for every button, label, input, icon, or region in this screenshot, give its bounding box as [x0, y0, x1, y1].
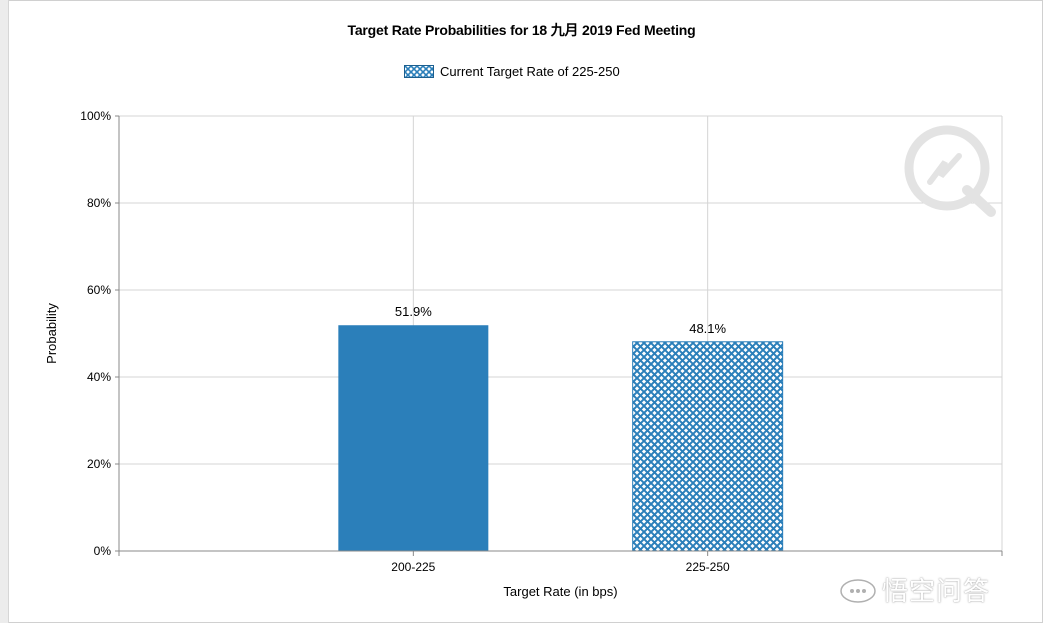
legend-swatch-hatched — [404, 64, 434, 78]
y-axis-title: Probability — [44, 303, 59, 364]
bar-200-225 — [338, 325, 489, 551]
y-tick-label: 60% — [87, 283, 111, 297]
y-tick-label: 40% — [87, 370, 111, 384]
watermark-logo-icon — [840, 579, 876, 603]
bar-value-label: 51.9% — [395, 304, 432, 319]
x-tick-label: 225-250 — [686, 560, 730, 574]
y-tick-label: 80% — [87, 196, 111, 210]
window-edge — [0, 0, 9, 623]
chart-title: Target Rate Probabilities for 18 九月 2019… — [347, 22, 696, 38]
legend-label: Current Target Rate of 225-250 — [440, 63, 620, 79]
x-tick-label: 200-225 — [391, 560, 435, 574]
x-axis-title: Target Rate (in bps) — [503, 584, 617, 599]
bar-225-250 — [632, 341, 784, 552]
y-tick-label: 0% — [94, 544, 112, 558]
legend: Current Target Rate of 225-250 — [404, 62, 620, 80]
y-tick-label: 100% — [80, 109, 111, 123]
watermark-text: 悟空问答 — [882, 577, 991, 607]
y-tick-label: 20% — [87, 457, 111, 471]
watermark-q-icon — [904, 125, 996, 217]
bar-value-label: 48.1% — [689, 321, 726, 336]
